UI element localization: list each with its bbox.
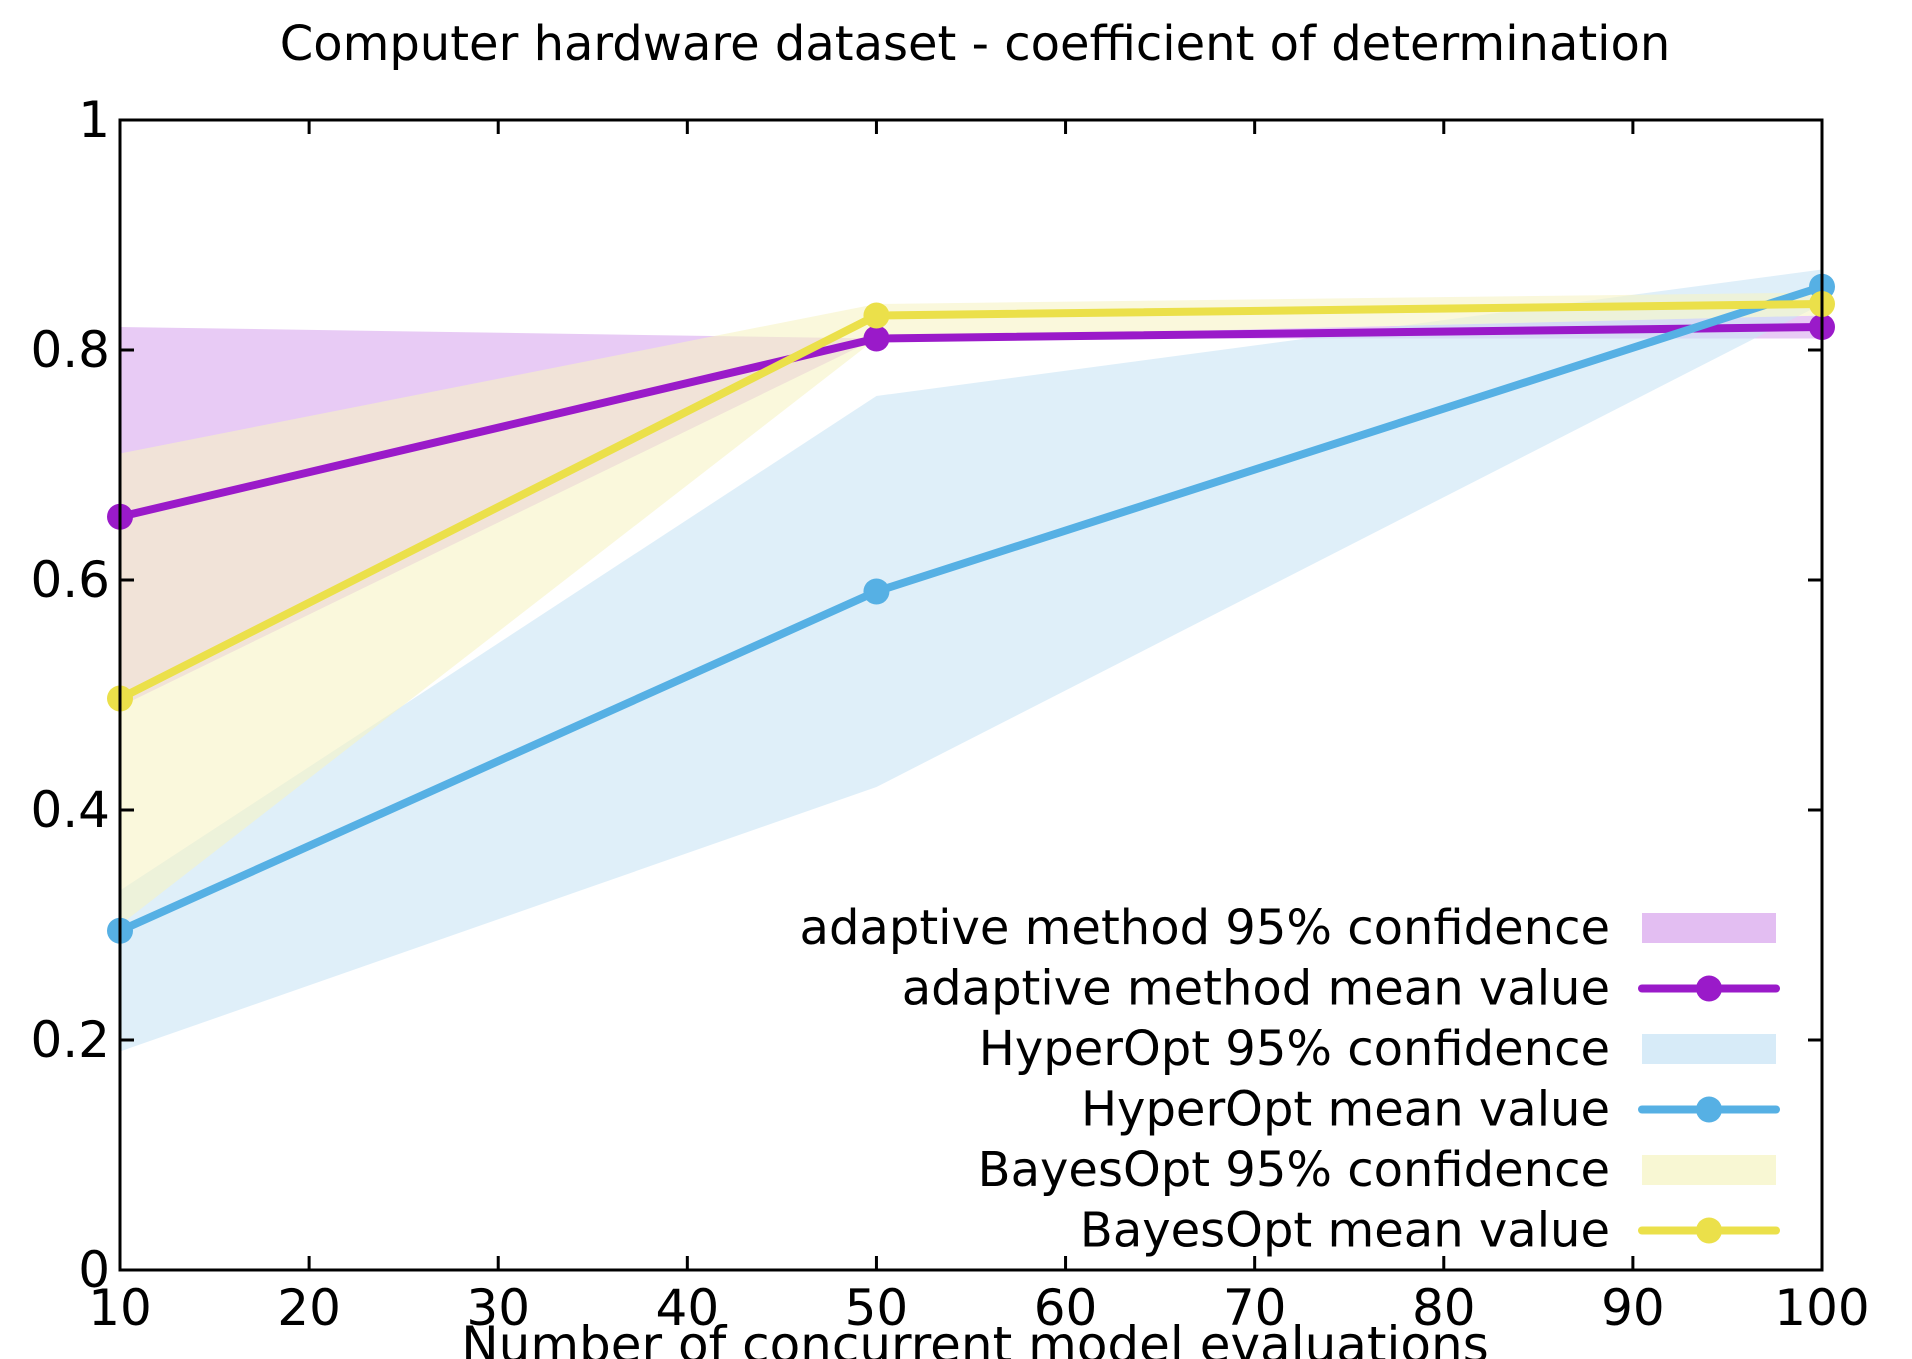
y-tick-label-3: 0.6 — [30, 551, 110, 609]
legend-marker-5 — [1696, 1217, 1722, 1244]
y-tick-label-0: 0 — [78, 1241, 110, 1299]
series-point-2-1 — [863, 302, 890, 329]
chart-title: Computer hardware dataset - coefficient … — [280, 16, 1671, 72]
y-tick-label-2: 0.4 — [30, 781, 110, 839]
x-axis-label: Number of concurrent model evaluations — [461, 1316, 1489, 1359]
mean-lines — [107, 273, 1835, 944]
y-tick-label-5: 1 — [78, 91, 110, 149]
confidence-band-2 — [120, 292, 1822, 925]
legend-swatch-2 — [1642, 1034, 1776, 1064]
x-tick-label-8: 90 — [1601, 1279, 1665, 1337]
x-tick-label-0: 10 — [88, 1279, 152, 1337]
confidence-band-1 — [120, 269, 1822, 1052]
x-tick-label-2: 30 — [466, 1279, 530, 1337]
legend-label-4: BayesOpt 95% confidence — [978, 1142, 1610, 1198]
series-point-1-1 — [863, 578, 890, 605]
x-tick-label-9: 100 — [1774, 1279, 1869, 1337]
legend-label-2: HyperOpt 95% confidence — [979, 1021, 1610, 1077]
legend-marker-1 — [1696, 975, 1722, 1002]
axes: 0 0.2 0.4 0.6 0.8 1 10 20 30 40 50 60 70 80 90 100 — [30, 91, 1869, 1337]
legend-label-0: adaptive method 95% confidence — [800, 900, 1610, 956]
series-point-0-1 — [863, 325, 890, 352]
y-tick-label-1: 0.2 — [30, 1011, 110, 1069]
x-tick-label-6: 70 — [1223, 1279, 1287, 1337]
legend-swatch-4 — [1642, 1155, 1776, 1185]
x-tick-label-7: 80 — [1412, 1279, 1476, 1337]
plot-frame — [118, 118, 1824, 1272]
legend-swatch-0 — [1642, 913, 1776, 943]
x-tick-label-1: 20 — [277, 1279, 341, 1337]
legend-marker-3 — [1696, 1096, 1722, 1123]
x-tick-label-4: 50 — [845, 1279, 909, 1337]
x-tick-label-3: 40 — [656, 1279, 720, 1337]
legend-label-5: BayesOpt mean value — [1080, 1203, 1610, 1259]
legend-label-3: HyperOpt mean value — [1081, 1082, 1610, 1138]
legend-label-1: adaptive method mean value — [902, 961, 1610, 1017]
x-tick-label-5: 60 — [1034, 1279, 1098, 1337]
y-tick-label-4: 0.8 — [30, 321, 110, 379]
